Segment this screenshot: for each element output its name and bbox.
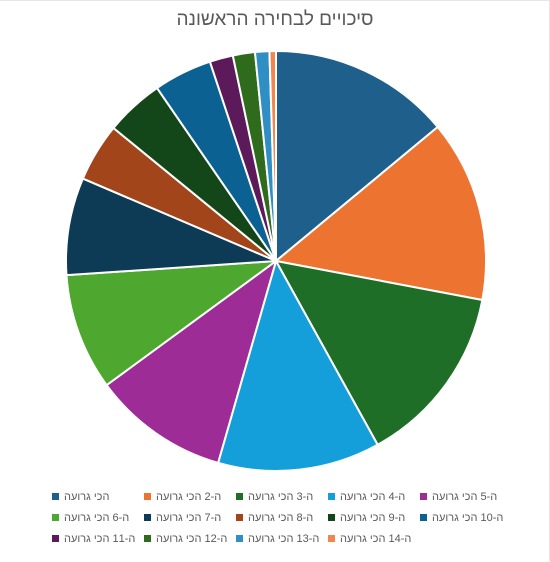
legend-label: ה-8 הכי גרועה — [248, 511, 314, 524]
pie-slice-3 — [275, 260, 484, 446]
legend-swatch — [236, 493, 243, 500]
pie-slice-4 — [217, 260, 379, 472]
legend-label: ה-12 הכי גרועה — [156, 532, 228, 545]
legend-swatch — [52, 514, 59, 521]
legend-swatch — [328, 493, 335, 500]
legend-item-3: ה-3 הכי גרועה — [236, 488, 322, 505]
legend-swatch — [236, 535, 243, 542]
legend-item-7: ה-7 הכי גרועה — [144, 509, 230, 526]
legend-label: ה-10 הכי גרועה — [432, 511, 504, 524]
chart-title: סיכויים לבחירה הראשונה — [176, 9, 374, 30]
legend-item-6: ה-6 הכי גרועה — [52, 509, 138, 526]
legend-item-8: ה-8 הכי גרועה — [236, 509, 322, 526]
legend-label: ה-13 הכי גרועה — [248, 532, 320, 545]
legend-swatch — [52, 535, 59, 542]
legend-item-4: ה-4 הכי גרועה — [328, 488, 414, 505]
legend-item-13: ה-13 הכי גרועה — [236, 530, 322, 547]
legend-swatch — [144, 493, 151, 500]
legend-label: ה-4 הכי גרועה — [340, 490, 406, 503]
legend-label: ה-7 הכי גרועה — [156, 511, 222, 524]
legend-item-11: ה-11 הכי גרועה — [52, 530, 138, 547]
pie-slice-7 — [65, 177, 277, 277]
legend-item-10: ה-10 הכי גרועה — [420, 509, 506, 526]
legend-label: ה-6 הכי גרועה — [64, 511, 130, 524]
legend-label: הכי גרועה — [64, 490, 110, 503]
legend-item-1: הכי גרועה — [52, 488, 138, 505]
pie-slice-2 — [275, 126, 487, 301]
legend-swatch — [144, 535, 151, 542]
legend-label: ה-11 הכי גרועה — [64, 532, 136, 545]
legend-label: ה-5 הכי גרועה — [432, 490, 498, 503]
legend-label: ה-2 הכי גרועה — [156, 490, 222, 503]
legend-swatch — [52, 493, 59, 500]
legend-label: ה-14 הכי גרועה — [340, 532, 412, 545]
legend-swatch — [236, 514, 243, 521]
legend-swatch — [144, 514, 151, 521]
legend-item-5: ה-5 הכי גרועה — [420, 488, 506, 505]
pie-slice-14 — [268, 49, 277, 262]
legend-swatch — [328, 514, 335, 521]
pie-slice-1 — [275, 50, 439, 262]
legend-swatch — [420, 493, 427, 500]
legend-label: ה-9 הכי גרועה — [340, 511, 406, 524]
pie-slice-6 — [65, 260, 277, 387]
pie-slice-5 — [105, 260, 277, 464]
legend-item-2: ה-2 הכי גרועה — [144, 488, 230, 505]
legend: הכי גרועה ה-2 הכי גרועה ה-3 הכי גרועה ה-4 ה… — [52, 488, 512, 547]
legend-label: ה-3 הכי גרועה — [248, 490, 314, 503]
legend-item-9: ה-9 הכי גרועה — [328, 509, 414, 526]
legend-item-14: ה-14 הכי גרועה — [328, 530, 414, 547]
legend-swatch — [420, 514, 427, 521]
legend-swatch — [328, 535, 335, 542]
legend-item-12: ה-12 הכי גרועה — [144, 530, 230, 547]
